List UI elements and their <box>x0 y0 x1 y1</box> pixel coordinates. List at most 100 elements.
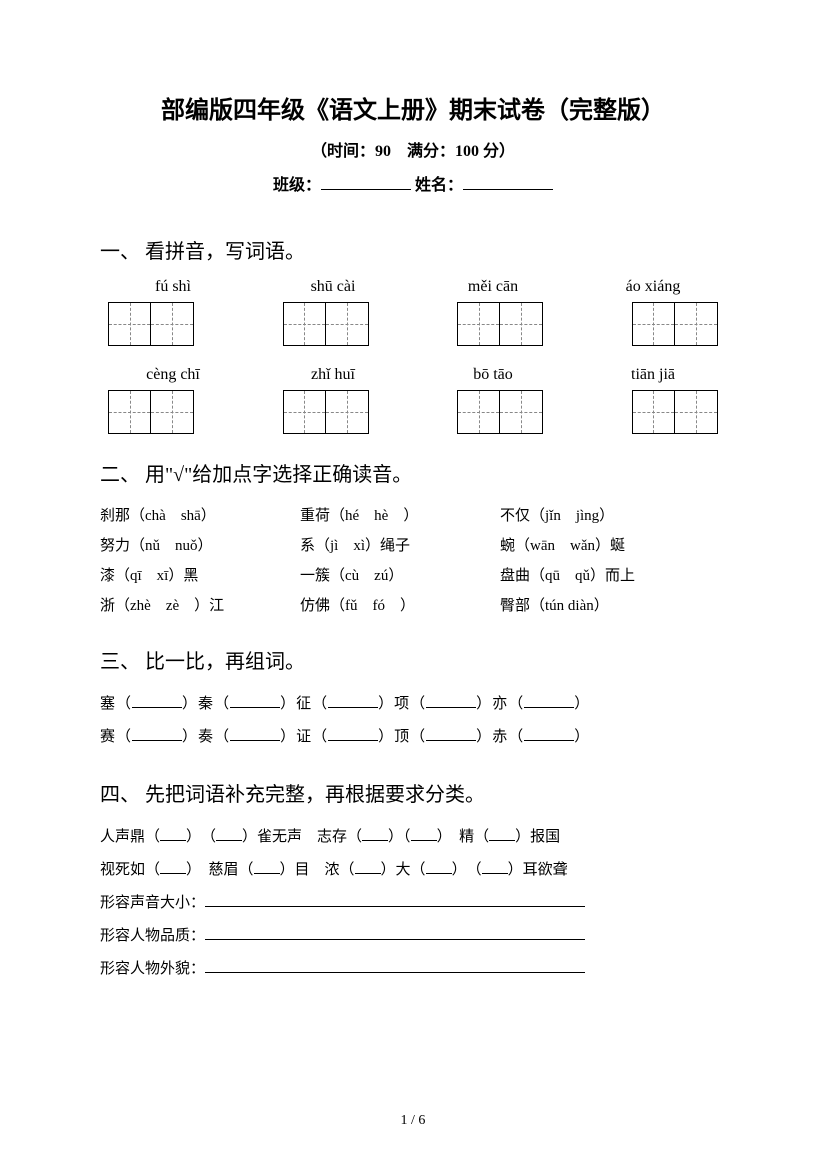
q4-cat-label: 形容人物外貌： <box>100 961 205 977</box>
q3-line-2: 赛（）奏（）证（）顶（）赤（） <box>100 721 726 754</box>
q3-line-1: 塞（）秦（）征（）项（）亦（） <box>100 688 726 721</box>
char-box[interactable] <box>108 302 194 346</box>
q4-text: ） （ <box>186 829 216 845</box>
answer-blank[interactable] <box>524 707 574 708</box>
char-box[interactable] <box>457 302 543 346</box>
pinyin-label: tiān jiā <box>588 366 718 384</box>
q3-char: 亦 <box>492 696 508 712</box>
q3-char: 顶 <box>394 729 410 745</box>
page-number: 1 / 6 <box>0 1113 826 1129</box>
pinyin-row-1: fú shì shū cài měi cān áo xiáng <box>100 278 726 296</box>
q4-text: ）雀无声 志存（ <box>242 829 362 845</box>
answer-blank[interactable] <box>426 707 476 708</box>
answer-blank[interactable] <box>411 840 437 841</box>
q4-cat-label: 形容声音大小： <box>100 895 205 911</box>
char-boxes-row-1 <box>100 302 726 346</box>
answer-blank[interactable] <box>489 840 515 841</box>
answer-blank[interactable] <box>328 707 378 708</box>
char-box[interactable] <box>632 390 718 434</box>
q4-category-3: 形容人物外貌： <box>100 953 726 986</box>
q2-cell: 一簇（cù zú） <box>300 561 500 591</box>
answer-blank[interactable] <box>132 707 182 708</box>
char-box[interactable] <box>283 390 369 434</box>
q4-category-1: 形容声音大小： <box>100 887 726 920</box>
q3-char: 项 <box>394 696 410 712</box>
pinyin-label: bō tāo <box>428 366 558 384</box>
char-box[interactable] <box>457 390 543 434</box>
q4-text: ） 精（ <box>437 829 490 845</box>
answer-blank[interactable] <box>254 873 280 874</box>
q4-category-2: 形容人物品质： <box>100 920 726 953</box>
student-info: 班级： 姓名： <box>100 171 726 195</box>
q2-cell: 不仅（jǐn jìng） <box>500 501 726 531</box>
q4-text: 人声鼎（ <box>100 829 160 845</box>
q2-cell: 刹那（chà shā） <box>100 501 300 531</box>
answer-blank[interactable] <box>482 873 508 874</box>
q2-cell: 浙（zhè zè ）江 <box>100 591 300 621</box>
q2-row: 漆（qī xī）黑 一簇（cù zú） 盘曲（qū qǔ）而上 <box>100 561 726 591</box>
q2-row: 浙（zhè zè ）江 仿佛（fǔ fó ） 臀部（tún diàn） <box>100 591 726 621</box>
answer-blank[interactable] <box>355 873 381 874</box>
q3-char: 秦 <box>198 696 214 712</box>
q3-char: 赛 <box>100 729 116 745</box>
q3-char: 赤 <box>492 729 508 745</box>
answer-blank[interactable] <box>205 939 585 940</box>
answer-blank[interactable] <box>230 740 280 741</box>
q3-char: 塞 <box>100 696 116 712</box>
q2-cell: 盘曲（qū qǔ）而上 <box>500 561 726 591</box>
char-box[interactable] <box>632 302 718 346</box>
q2-cell: 臀部（tún diàn） <box>500 591 726 621</box>
q4-text: 视死如（ <box>100 862 160 878</box>
q2-cell: 漆（qī xī）黑 <box>100 561 300 591</box>
q3-char: 奏 <box>198 729 214 745</box>
q4-text: ） （ <box>452 862 482 878</box>
answer-blank[interactable] <box>160 840 186 841</box>
q4-text: ）大（ <box>381 862 426 878</box>
pinyin-label: fú shì <box>108 278 238 296</box>
char-box[interactable] <box>283 302 369 346</box>
char-boxes-row-2 <box>100 390 726 434</box>
answer-blank[interactable] <box>426 873 452 874</box>
answer-blank[interactable] <box>160 873 186 874</box>
section4-heading: 四、 先把词语补充完整，再根据要求分类。 <box>100 778 726 807</box>
exam-subtitle: （时间：90 满分：100 分） <box>100 137 726 161</box>
q4-text: ）（ <box>388 829 411 845</box>
pinyin-label: zhǐ huī <box>268 366 398 384</box>
q2-cell: 仿佛（fǔ fó ） <box>300 591 500 621</box>
pinyin-row-2: cèng chī zhǐ huī bō tāo tiān jiā <box>100 366 726 384</box>
q2-cell: 努力（nǔ nuǒ） <box>100 531 300 561</box>
q2-cell: 重荷（hé hè ） <box>300 501 500 531</box>
section2-heading: 二、 用"√"给加点字选择正确读音。 <box>100 458 726 487</box>
q2-cell: 系（jì xì）绳子 <box>300 531 500 561</box>
q4-idioms-2: 视死如（） 慈眉（）目 浓（）大（） （）耳欲聋 <box>100 854 726 887</box>
q4-cat-label: 形容人物品质： <box>100 928 205 944</box>
q2-row: 努力（nǔ nuǒ） 系（jì xì）绳子 蜿（wān wǎn）蜒 <box>100 531 726 561</box>
q2-cell: 蜿（wān wǎn）蜒 <box>500 531 726 561</box>
char-box[interactable] <box>108 390 194 434</box>
answer-blank[interactable] <box>362 840 388 841</box>
answer-blank[interactable] <box>328 740 378 741</box>
answer-blank[interactable] <box>205 906 585 907</box>
section1-heading: 一、 看拼音，写词语。 <box>100 235 726 264</box>
name-blank[interactable] <box>463 189 553 190</box>
q4-text: ）报国 <box>515 829 560 845</box>
class-label: 班级： <box>273 177 321 194</box>
answer-blank[interactable] <box>205 972 585 973</box>
pinyin-label: shū cài <box>268 278 398 296</box>
answer-blank[interactable] <box>132 740 182 741</box>
q4-text: ）目 浓（ <box>280 862 355 878</box>
page-title: 部编版四年级《语文上册》期末试卷（完整版） <box>100 90 726 125</box>
section3-heading: 三、 比一比，再组词。 <box>100 645 726 674</box>
class-blank[interactable] <box>321 189 411 190</box>
q3-char: 征 <box>296 696 312 712</box>
answer-blank[interactable] <box>230 707 280 708</box>
pinyin-label: cèng chī <box>108 366 238 384</box>
answer-blank[interactable] <box>524 740 574 741</box>
answer-blank[interactable] <box>216 840 242 841</box>
name-label: 姓名： <box>415 177 463 194</box>
q2-row: 刹那（chà shā） 重荷（hé hè ） 不仅（jǐn jìng） <box>100 501 726 531</box>
answer-blank[interactable] <box>426 740 476 741</box>
q4-text: ）耳欲聋 <box>508 862 568 878</box>
pinyin-label: áo xiáng <box>588 278 718 296</box>
q3-char: 证 <box>296 729 312 745</box>
